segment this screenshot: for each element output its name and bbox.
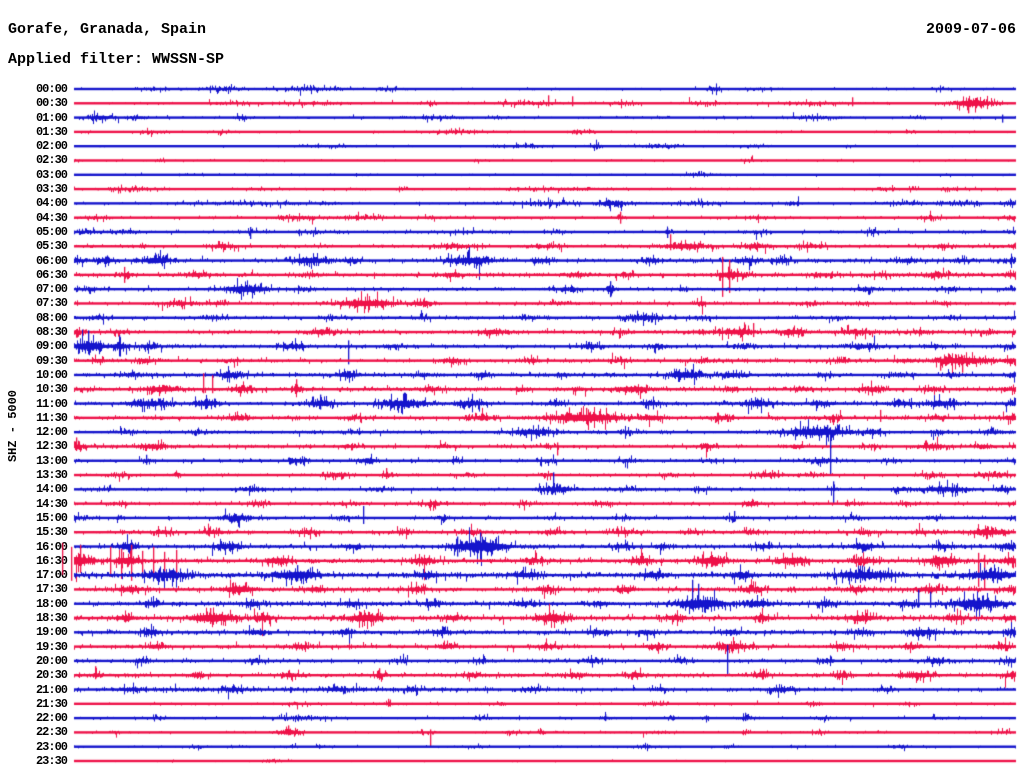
seismogram-page: Gorafe, Granada, Spain 2009-07-06 Applie… <box>0 0 1024 780</box>
seismogram-canvas <box>0 0 1024 780</box>
